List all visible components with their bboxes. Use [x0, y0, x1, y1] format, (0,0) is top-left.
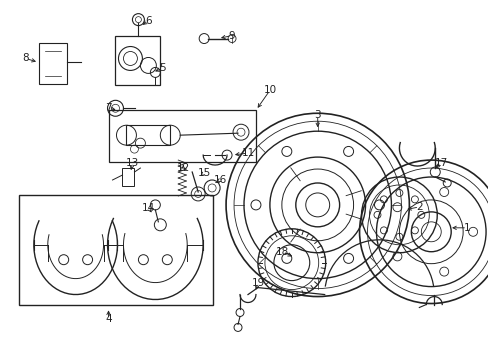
Text: 7: 7: [105, 103, 112, 113]
Text: 10: 10: [263, 85, 276, 95]
Text: 11: 11: [241, 148, 254, 158]
Bar: [19, 195, 213, 305]
Bar: [126, 125, 170, 145]
Text: 9: 9: [228, 31, 235, 41]
Text: 8: 8: [22, 54, 29, 63]
Bar: [122, 168, 134, 186]
Text: 15: 15: [197, 168, 210, 178]
Text: 19: 19: [251, 278, 264, 288]
Text: 2: 2: [415, 202, 422, 212]
Bar: [39, 42, 66, 84]
Text: 5: 5: [159, 63, 165, 73]
Text: 17: 17: [434, 158, 447, 168]
Text: 4: 4: [105, 314, 112, 324]
Text: 1: 1: [463, 223, 469, 233]
Text: 13: 13: [125, 158, 139, 168]
Text: 16: 16: [213, 175, 226, 185]
Text: 18: 18: [276, 247, 289, 257]
Text: 3: 3: [314, 110, 321, 120]
Bar: [115, 36, 160, 85]
Text: 14: 14: [142, 203, 155, 213]
Text: 12: 12: [176, 163, 189, 173]
Bar: [108, 110, 255, 162]
Text: 6: 6: [145, 15, 151, 26]
